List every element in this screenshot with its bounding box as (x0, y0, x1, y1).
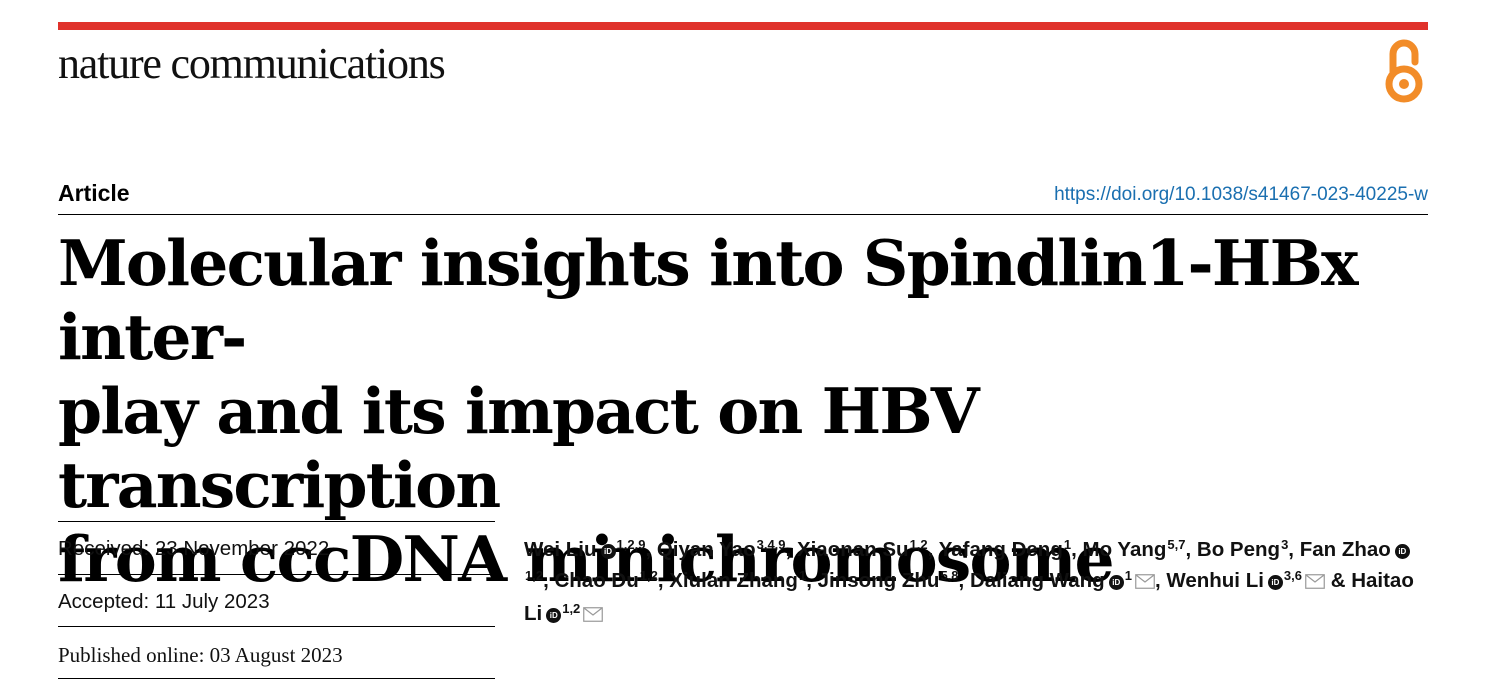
journal-name: nature communications (58, 39, 446, 88)
author-separator: , (927, 538, 939, 561)
author-separator: , (958, 569, 970, 592)
author-name: Bo Peng (1196, 538, 1281, 561)
author-name: Daliang Wang (969, 569, 1105, 592)
author-name: Fan Zhao (1299, 538, 1391, 561)
article-type: Article (58, 180, 130, 206)
author-affiliations: 1,2 (639, 568, 658, 583)
header-divider (58, 214, 1428, 215)
author-name: Xiaonan Su (796, 538, 909, 561)
author: Qiyan Yao3,4,9 (657, 538, 786, 561)
author-separator: , (1288, 538, 1300, 561)
doi-link[interactable]: https://doi.org/10.1038/s41467-023-40225… (1054, 184, 1428, 205)
author-affiliations: 5,8 (940, 568, 959, 583)
orcid-icon[interactable]: iD (546, 608, 562, 623)
author-separator: , (785, 538, 797, 561)
author-name: Wei Liu (524, 538, 597, 561)
author-separator: , (1185, 538, 1197, 561)
author-name: Wenhui Li (1166, 569, 1264, 592)
email-icon[interactable] (1305, 567, 1325, 598)
author: Bo Peng3 (1197, 538, 1288, 561)
article-title: Molecular insights into Spindlin1-HBx in… (58, 226, 1428, 596)
author-name: Xiulan Zhang (669, 569, 798, 592)
author-separator: , (657, 569, 670, 592)
author-name: Qiyan Yao (656, 538, 756, 561)
author-affiliations: 1,2 (525, 568, 544, 583)
published-date: Published online: 03 August 2023 (58, 643, 343, 667)
author: Wei Liu iD 1,2,9 (524, 538, 645, 561)
dates-divider (58, 626, 495, 627)
received-date: Received: 23 November 2022 (58, 537, 330, 560)
open-access-icon (1385, 39, 1423, 103)
orcid-icon[interactable]: iD (1267, 575, 1283, 590)
author-affiliations: 1,2 (909, 537, 928, 552)
author-affiliations: 1 (1124, 568, 1132, 583)
author-affiliations: 1,2,9 (616, 537, 646, 552)
author: Yafang Deng1 (939, 538, 1071, 561)
author: Daliang Wang iD 1 (970, 569, 1155, 592)
author: Chao Du1,2 (554, 569, 657, 592)
orcid-icon[interactable]: iD (1108, 575, 1124, 590)
author-separator: , (543, 569, 555, 592)
author-name: Jinsong Zhu (817, 569, 940, 592)
author-name: Yafang Deng (938, 538, 1063, 561)
author-list: Wei Liu iD 1,2,9, Qiyan Yao3,4,9, Xiaonan … (524, 534, 1428, 631)
author-separator: , (1154, 569, 1167, 592)
dates-divider (58, 574, 495, 575)
author-separator: , (1071, 538, 1083, 561)
author: Mo Yang5,7 (1083, 538, 1186, 561)
author-affiliations: 3 (1281, 537, 1289, 552)
author-separator: , (806, 569, 818, 592)
title-line: Molecular insights into Spindlin1-HBx in… (58, 226, 1359, 374)
dates-divider (58, 678, 495, 679)
author-name: Haitao Li (524, 569, 1414, 625)
orcid-icon[interactable]: iD (600, 544, 616, 559)
author: Xiaonan Su1,2 (797, 538, 928, 561)
author: Fan Zhao iD1,2 (524, 538, 1410, 592)
author: Xiulan Zhang1 (669, 569, 806, 592)
author-affiliations: 3,6 (1283, 568, 1302, 583)
author: Haitao Li iD 1,2 (524, 569, 1414, 625)
accepted-date: Accepted: 11 July 2023 (58, 590, 270, 613)
orcid-icon[interactable]: iD (1394, 544, 1410, 559)
author-name: Chao Du (554, 569, 639, 592)
email-icon[interactable] (583, 600, 604, 631)
dates-divider (58, 521, 495, 522)
title-line: from cccDNA minichromosome (58, 522, 1115, 596)
title-line: play and its impact on HBV transcription (58, 374, 980, 522)
email-icon[interactable] (1135, 567, 1155, 598)
author-affiliations: 1 (798, 568, 807, 583)
journal-accent-bar (58, 22, 1428, 30)
author-affiliations: 3,4,9 (756, 537, 786, 552)
author: Wenhui Li iD 3,6 (1166, 569, 1325, 592)
author-affiliations: 5,7 (1167, 537, 1186, 552)
author-separator: & (1325, 569, 1352, 592)
author-affiliations: 1 (1063, 537, 1072, 552)
author-affiliations: 1,2 (562, 601, 581, 616)
author-name: Mo Yang (1082, 538, 1167, 561)
author: Jinsong Zhu5,8 (818, 569, 959, 592)
author-separator: , (645, 538, 657, 561)
